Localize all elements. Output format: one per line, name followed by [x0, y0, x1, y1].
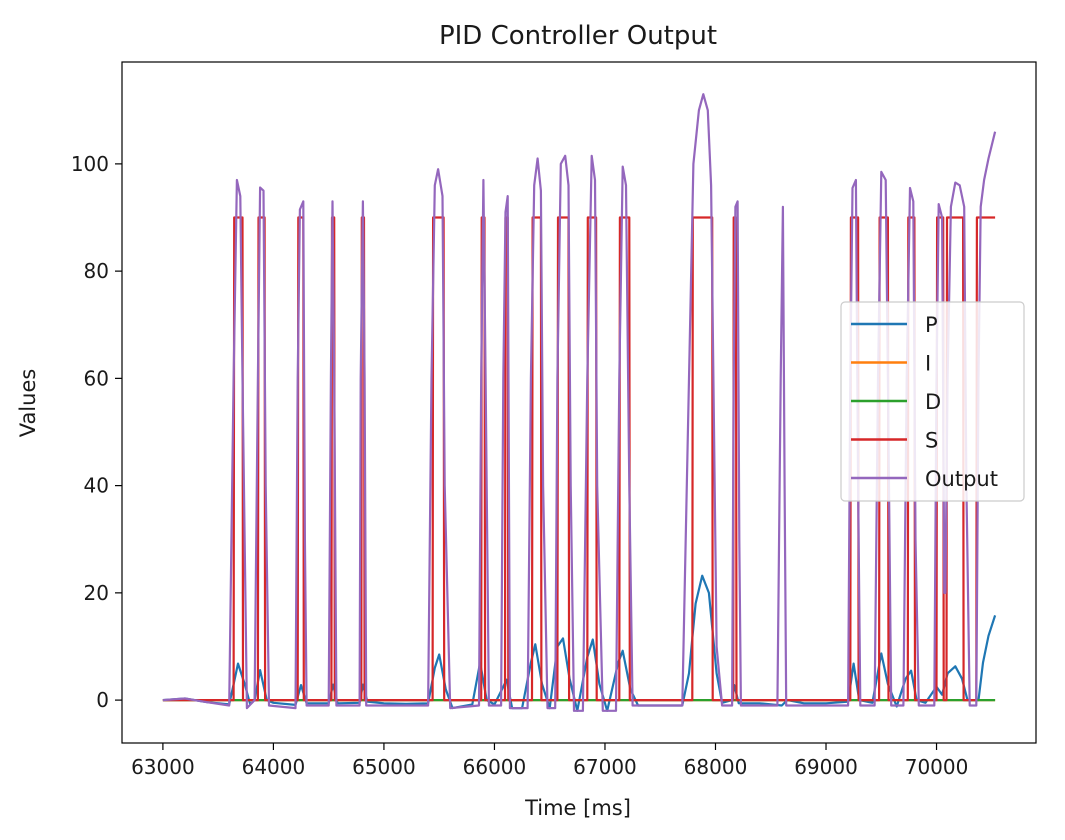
- legend-frame: [840, 301, 1025, 502]
- legend-label-s: S: [925, 429, 938, 453]
- plot-frame: [121, 61, 1037, 744]
- y-tick-label: 60: [84, 366, 109, 390]
- legend-label-i: I: [925, 352, 931, 376]
- x-tick-label: 69000: [794, 755, 858, 779]
- x-tick-label: 70000: [905, 755, 969, 779]
- legend-label-p: P: [925, 313, 938, 337]
- x-tick-label: 66000: [463, 755, 527, 779]
- y-tick-label: 80: [84, 259, 109, 283]
- y-tick-label: 40: [84, 474, 109, 498]
- chart-title: PID Controller Output: [439, 21, 717, 51]
- x-axis: 63000 64000 65000 66000 67000 68000 69000 70000: [131, 743, 968, 779]
- legend-label-d: D: [925, 390, 941, 414]
- x-axis-label: Time [ms]: [524, 796, 631, 820]
- x-tick-label: 68000: [684, 755, 748, 779]
- y-tick-label: 20: [84, 581, 109, 605]
- y-tick-label: 100: [71, 152, 109, 176]
- y-axis-label: Values: [16, 369, 40, 438]
- y-tick-label: 0: [96, 688, 109, 712]
- series-line-p: [162, 574, 997, 712]
- x-tick-label: 63000: [131, 755, 195, 779]
- x-tick-label: 64000: [242, 755, 306, 779]
- y-axis: 0 20 40 60 80 100: [71, 152, 122, 712]
- x-tick-label: 67000: [573, 755, 637, 779]
- legend-label-output: Output: [925, 467, 998, 491]
- x-tick-label: 65000: [352, 755, 416, 779]
